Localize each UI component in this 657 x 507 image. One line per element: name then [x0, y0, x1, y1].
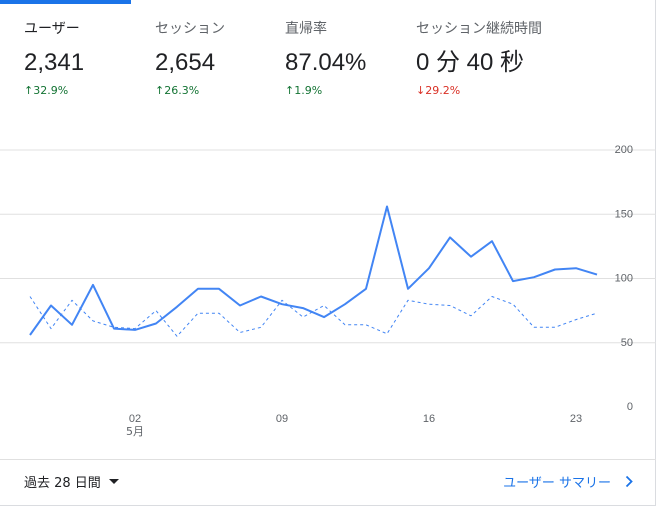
previous-period-line — [29, 296, 598, 337]
x-tick-sublabel: 5月 — [126, 425, 144, 438]
user-summary-label: ユーザー サマリー — [503, 476, 611, 491]
metric-tab-sessions[interactable]: セッション 2,654 ↑26.3% — [155, 20, 225, 98]
metric-change: ↑32.9% — [24, 84, 69, 97]
x-tick-label: 09 — [276, 413, 288, 425]
x-tick-label: 16 — [423, 413, 435, 425]
y-tick-label: 150 — [615, 208, 633, 220]
metric-label: セッション — [155, 21, 225, 37]
x-tick-label: 23 — [570, 413, 582, 425]
metric-value: 2,654 — [155, 49, 216, 76]
metric-change: ↓29.2% — [416, 84, 461, 97]
metric-change: ↑26.3% — [155, 84, 200, 97]
y-tick-label: 100 — [615, 273, 633, 285]
metric-value: 0 分 40 秒 — [416, 49, 525, 76]
metric-tab-session-duration[interactable]: セッション継続時間 0 分 40 秒 ↓29.2% — [416, 20, 542, 98]
metric-label: セッション継続時間 — [416, 21, 542, 37]
y-tick-label: 0 — [627, 401, 633, 413]
date-range-label: 過去 28 日間 — [24, 476, 101, 491]
user-summary-link[interactable]: ユーザー サマリー — [503, 472, 633, 491]
metric-label: 直帰率 — [285, 21, 327, 37]
active-metric-indicator — [0, 0, 131, 4]
current-period-line — [29, 205, 598, 336]
date-range-dropdown[interactable]: 過去 28 日間 — [24, 472, 119, 491]
metric-change: ↑1.9% — [285, 84, 323, 97]
caret-down-icon — [108, 479, 119, 484]
metric-tab-bounce-rate[interactable]: 直帰率 87.04% ↑1.9% — [285, 20, 366, 98]
y-tick-label: 50 — [621, 337, 633, 349]
metric-label: ユーザー — [24, 21, 80, 37]
metric-value: 2,341 — [24, 49, 85, 76]
metric-tab-users[interactable]: ユーザー 2,341 ↑32.9% — [24, 20, 84, 98]
chevron-right-icon — [625, 475, 633, 488]
x-tick-label: 02 — [129, 413, 141, 425]
footer-divider — [0, 459, 656, 460]
metric-value: 87.04% — [285, 49, 367, 76]
y-tick-label: 200 — [615, 144, 633, 156]
